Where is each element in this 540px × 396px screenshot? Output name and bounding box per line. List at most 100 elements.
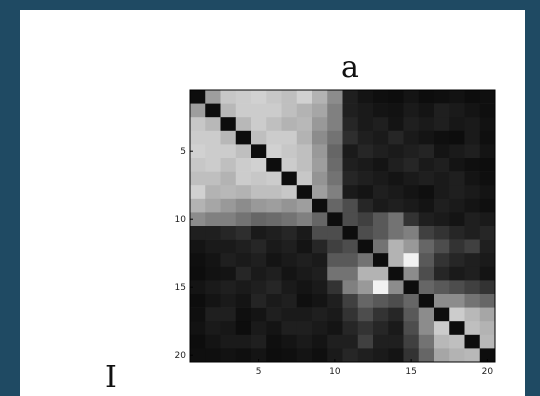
heatmap-cell-r11-c20 [479,226,496,240]
heatmap-cell-r2-c4 [235,103,252,118]
heatmap-cell-r7-c7 [281,171,298,186]
heatmap-cell-r10-c19 [464,212,481,227]
heatmap-cell-r8-c10 [327,185,343,200]
heatmap-cell-r4-c6 [266,130,282,145]
heatmap-cell-r12-c10 [327,239,343,254]
heatmap-cell-r20-c10 [327,348,343,363]
heatmap-cell-r17-c18 [449,307,465,322]
heatmap-cell-r12-c17 [434,239,450,254]
heatmap-cell-r20-c9 [312,348,328,363]
heatmap-cell-r15-c2 [205,280,221,295]
heatmap-cell-r17-c3 [220,307,237,322]
heatmap-cell-r10-c8 [296,212,313,227]
heatmap-cell-r2-c15 [403,103,420,118]
heatmap-cell-r4-c3 [220,130,237,145]
chart-title: a [341,50,359,85]
heatmap-cell-r16-c8 [296,294,313,308]
heatmap-cell-r5-c18 [449,144,465,159]
heatmap-cell-r15-c3 [220,280,237,295]
heatmap-cell-r6-c20 [479,158,496,172]
heatmap-cell-r3-c17 [434,117,450,132]
heatmap-cell-r19-c7 [281,334,298,349]
heatmap-cell-r2-c9 [312,103,328,118]
figure-panel: a I 5 10 15 20 5 10 15 20 [20,10,525,396]
heatmap-cell-r9-c17 [434,198,450,213]
heatmap-cell-r14-c10 [327,266,343,281]
heatmap-cell-r7-c15 [403,171,420,186]
heatmap-cell-r11-c18 [449,226,465,240]
heatmap-cell-r5-c19 [464,144,481,159]
heatmap-cell-r19-c12 [357,334,374,349]
heatmap-cell-r9-c19 [464,198,481,213]
heatmap-cell-r1-c17 [434,90,450,104]
heatmap-cell-r11-c16 [418,226,435,240]
heatmap-cell-r12-c14 [388,239,404,254]
heatmap-cell-r4-c15 [403,130,420,145]
y-tick-label-5: 5 [180,147,186,157]
heatmap-cell-r1-c16 [418,90,435,104]
heatmap-cell-r7-c18 [449,171,465,186]
heatmap-cell-r10-c5 [251,212,267,227]
heatmap-cell-r20-c1 [190,348,206,363]
heatmap-cell-r6-c17 [434,158,450,172]
heatmap-cell-r20-c3 [220,348,237,363]
heatmap-cell-r7-c8 [296,171,313,186]
heatmap-cell-r9-c11 [342,198,359,213]
heatmap-cell-r13-c12 [357,253,374,268]
heatmap-frame [189,89,496,363]
heatmap-cell-r12-c5 [251,239,267,254]
heatmap-cell-r9-c9 [312,198,328,213]
heatmap-cell-r8-c1 [190,185,206,200]
heatmap-cell-r18-c12 [357,321,374,336]
heatmap-cell-r7-c12 [357,171,374,186]
heatmap-cell-r11-c1 [190,226,206,240]
heatmap-cell-r8-c3 [220,185,237,200]
heatmap-cell-r5-c13 [373,144,389,159]
heatmap-cell-r4-c9 [312,130,328,145]
heatmap-cell-r9-c8 [296,198,313,213]
heatmap-cell-r15-c11 [342,280,359,295]
heatmap-cell-r16-c12 [357,294,374,308]
heatmap-cell-r17-c9 [312,307,328,322]
heatmap-cell-r16-c9 [312,294,328,308]
heatmap-cell-r16-c10 [327,294,343,308]
heatmap-cell-r20-c4 [235,348,252,363]
heatmap-cell-r10-c10 [327,212,343,227]
heatmap-cell-r9-c12 [357,198,374,213]
heatmap-cell-r7-c14 [388,171,404,186]
heatmap-cell-r12-c9 [312,239,328,254]
heatmap-cell-r13-c18 [449,253,465,268]
heatmap-cell-r8-c4 [235,185,252,200]
heatmap-cell-r1-c6 [266,90,282,104]
heatmap-cell-r18-c20 [479,321,496,336]
heatmap-cell-r13-c9 [312,253,328,268]
heatmap-cell-r12-c19 [464,239,481,254]
heatmap-cell-r18-c10 [327,321,343,336]
heatmap-cell-r16-c20 [479,294,496,308]
heatmap-cell-r11-c19 [464,226,481,240]
heatmap-cell-r5-c1 [190,144,206,159]
heatmap-cell-r10-c17 [434,212,450,227]
heatmap-cell-r4-c2 [205,130,221,145]
heatmap-cell-r14-c8 [296,266,313,281]
heatmap-cell-r19-c20 [479,334,496,349]
heatmap-cell-r17-c10 [327,307,343,322]
heatmap-cell-r20-c18 [449,348,465,363]
heatmap-cell-r20-c15 [403,348,420,363]
heatmap-cell-r20-c8 [296,348,313,363]
heatmap-cell-r18-c1 [190,321,206,336]
heatmap-cell-r5-c14 [388,144,404,159]
heatmap-cell-r5-c2 [205,144,221,159]
heatmap-cell-r7-c19 [464,171,481,186]
heatmap-cell-r8-c8 [296,185,313,200]
heatmap-cell-r20-c7 [281,348,298,363]
heatmap-cell-r8-c15 [403,185,420,200]
heatmap-cell-r2-c11 [342,103,359,118]
heatmap-cell-r19-c4 [235,334,252,349]
heatmap-cell-r3-c11 [342,117,359,132]
heatmap-cell-r9-c4 [235,198,252,213]
heatmap-cell-r6-c14 [388,158,404,172]
heatmap-cell-r15-c10 [327,280,343,295]
heatmap-cell-r7-c17 [434,171,450,186]
heatmap-cell-r2-c8 [296,103,313,118]
